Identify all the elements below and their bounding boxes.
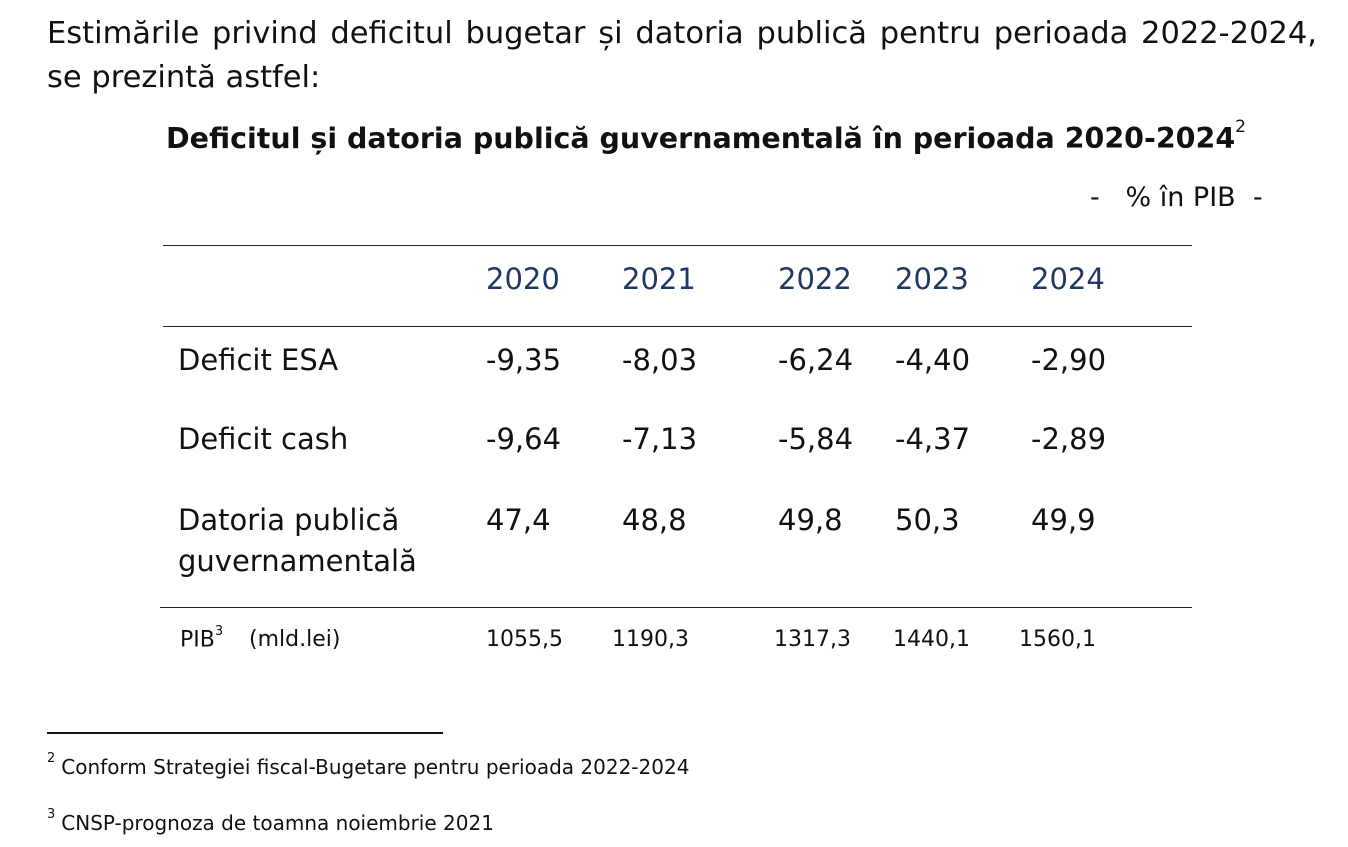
- row-label-deficit-cash: Deficit cash: [178, 422, 349, 456]
- row-label-deficit-esa: Deficit ESA: [178, 343, 339, 377]
- table-cell: -7,13: [622, 422, 698, 456]
- pib-footnote-ref: 3: [214, 624, 224, 639]
- table-cell: -4,37: [895, 422, 971, 456]
- year-header-2023: 2023: [895, 262, 969, 296]
- footnote-ref: 3: [47, 807, 56, 823]
- table-cell: 1190,3: [612, 627, 689, 652]
- table-header-rule: [163, 326, 1192, 327]
- table-bottom-rule: [160, 607, 1192, 608]
- footnote-text: Conform Strategiei fiscal-Bugetare pentr…: [61, 755, 690, 779]
- table-cell: 1560,1: [1019, 627, 1096, 652]
- table-cell: 49,8: [778, 503, 843, 537]
- footnote-2: 2 Conform Strategiei fiscal-Bugetare pent…: [47, 751, 690, 779]
- year-header-2020: 2020: [486, 262, 560, 296]
- intro-paragraph: Estimările privind deficitul bugetar și …: [47, 16, 1317, 95]
- row-label-datoria-line2: guvernamentală: [178, 544, 417, 578]
- footnote-separator: [47, 732, 443, 734]
- footnote-text: CNSP-prognoza de toamna noiembrie 2021: [61, 811, 494, 835]
- table-top-rule: [163, 245, 1192, 246]
- table-title: Deficitul și datoria publică guvernament…: [166, 117, 1246, 156]
- row-label-datoria-line1: Datoria publică: [178, 503, 400, 537]
- table-cell: 1055,5: [486, 627, 563, 652]
- table-cell: 50,3: [895, 503, 960, 537]
- table-cell: 1317,3: [774, 627, 851, 652]
- year-header-2021: 2021: [622, 262, 696, 296]
- year-header-2024: 2024: [1031, 262, 1105, 296]
- unit-label: - % în PIB -: [1090, 182, 1263, 213]
- table-cell: -9,64: [486, 422, 562, 456]
- table-cell: -6,24: [778, 343, 854, 377]
- pib-label: PIB: [180, 627, 215, 653]
- table-cell: -4,40: [895, 343, 971, 377]
- table-cell: -5,84: [778, 422, 854, 456]
- table-cell: -2,90: [1031, 343, 1107, 377]
- table-cell: -2,89: [1031, 422, 1107, 456]
- pib-unit-label: (mld.lei): [249, 627, 341, 652]
- table-cell: -8,03: [622, 343, 698, 377]
- pib-row-label: PIB3: [180, 624, 224, 653]
- table-cell: 47,4: [486, 503, 551, 537]
- footnote-ref: 2: [47, 751, 56, 767]
- table-cell: 1440,1: [893, 627, 970, 652]
- table-cell: 49,9: [1031, 503, 1096, 537]
- table-title-text: Deficitul și datoria publică guvernament…: [166, 122, 1236, 155]
- title-footnote-ref: 2: [1235, 116, 1246, 137]
- table-cell: -9,35: [486, 343, 562, 377]
- year-header-2022: 2022: [778, 262, 852, 296]
- table-cell: 48,8: [622, 503, 687, 537]
- footnote-3: 3 CNSP-prognoza de toamna noiembrie 2021: [47, 807, 494, 835]
